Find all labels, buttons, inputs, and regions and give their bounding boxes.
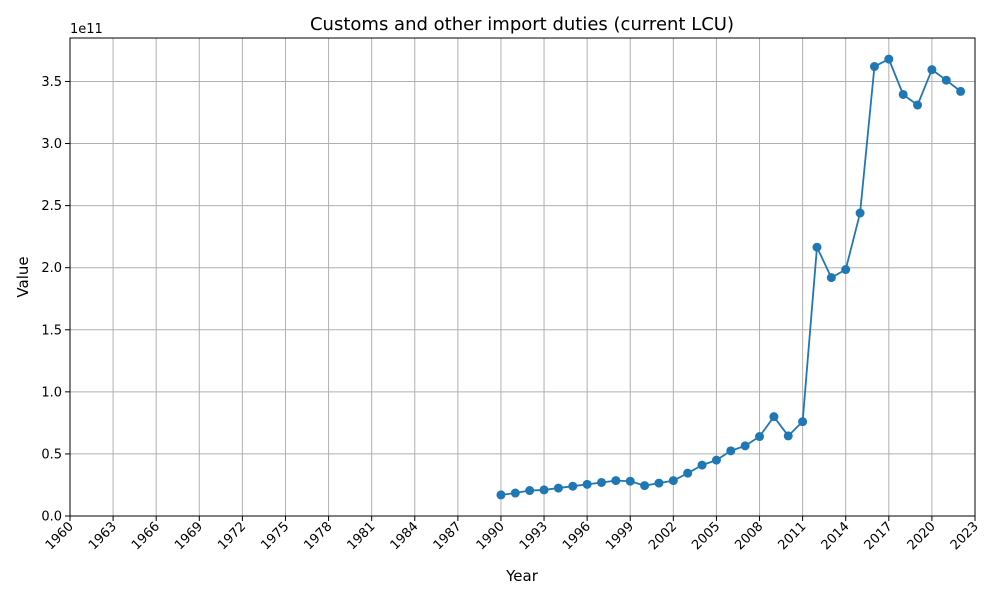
x-tick-label: 1969	[172, 519, 206, 553]
x-tick-label: 1999	[603, 519, 637, 553]
data-point	[597, 477, 607, 487]
x-tick-label: 2008	[732, 519, 766, 553]
y-offset-label: 1e11	[70, 22, 103, 37]
series-line	[500, 58, 962, 496]
x-tick-label: 1987	[431, 519, 465, 553]
x-tick-label: 2005	[689, 519, 723, 553]
data-point	[668, 476, 678, 486]
data-point	[927, 65, 937, 75]
x-tick-label: 2014	[819, 519, 853, 553]
x-tick-label: 2017	[862, 519, 896, 553]
data-point	[812, 242, 822, 252]
y-tick-label: 1.0	[41, 385, 62, 400]
x-tick-label: 1978	[301, 519, 335, 553]
data-point	[755, 432, 765, 442]
data-point	[654, 478, 664, 488]
tick-labels: 1960 1963 1966 1969 1972 1975 1978 1981 1984 1987…	[41, 75, 982, 553]
data-point	[855, 208, 865, 218]
chart-title: Customs and other import duties (current…	[310, 14, 734, 35]
data-point	[582, 479, 592, 489]
data-point	[611, 476, 621, 486]
y-tick-label: 3.5	[41, 75, 62, 90]
data-point	[884, 54, 894, 64]
data-point	[841, 265, 851, 275]
data-point	[898, 89, 908, 99]
y-axis-title: Value	[14, 256, 32, 297]
x-tick-label: 1984	[388, 519, 422, 553]
y-tick-label: 3.0	[41, 137, 62, 152]
x-axis-title: Year	[505, 567, 539, 585]
data-point	[553, 483, 563, 493]
data-point	[941, 75, 951, 85]
data-point	[510, 488, 520, 498]
axes	[65, 37, 976, 521]
data-point	[697, 460, 707, 470]
y-tick-label: 0.0	[41, 510, 62, 525]
data-point	[539, 485, 549, 495]
grid	[69, 38, 976, 517]
plot-frame	[69, 37, 976, 517]
data-point	[726, 446, 736, 456]
data-point	[956, 86, 966, 96]
x-tick-label: 1993	[517, 519, 551, 553]
data-point	[740, 441, 750, 451]
x-tick-label: 2020	[905, 519, 939, 553]
data-point	[711, 455, 721, 465]
x-tick-label: 1996	[560, 519, 594, 553]
y-tick-label: 2.0	[41, 261, 62, 276]
data-point	[826, 273, 836, 283]
data-point	[913, 100, 923, 110]
x-tick-label: 2002	[646, 519, 680, 553]
y-tick-label: 0.5	[41, 447, 62, 462]
data-point	[783, 431, 793, 441]
x-tick-label: 2023	[948, 519, 982, 553]
data-point	[496, 490, 506, 500]
data-point	[769, 412, 779, 422]
y-tick-label: 2.5	[41, 199, 62, 214]
data-series	[496, 54, 966, 500]
x-tick-label: 2011	[775, 519, 809, 553]
x-tick-label: 1990	[474, 519, 508, 553]
x-tick-label: 1966	[129, 519, 163, 553]
data-point	[683, 468, 693, 478]
data-point	[625, 476, 635, 486]
x-tick-label: 1963	[86, 519, 120, 553]
x-tick-label: 1981	[344, 519, 378, 553]
y-tick-label: 1.5	[41, 323, 62, 338]
data-point	[568, 481, 578, 491]
data-point	[640, 481, 650, 491]
x-tick-label: 1975	[258, 519, 292, 553]
data-point	[869, 62, 879, 72]
data-point	[798, 417, 808, 427]
data-point	[525, 486, 535, 496]
x-tick-label: 1972	[215, 519, 249, 553]
